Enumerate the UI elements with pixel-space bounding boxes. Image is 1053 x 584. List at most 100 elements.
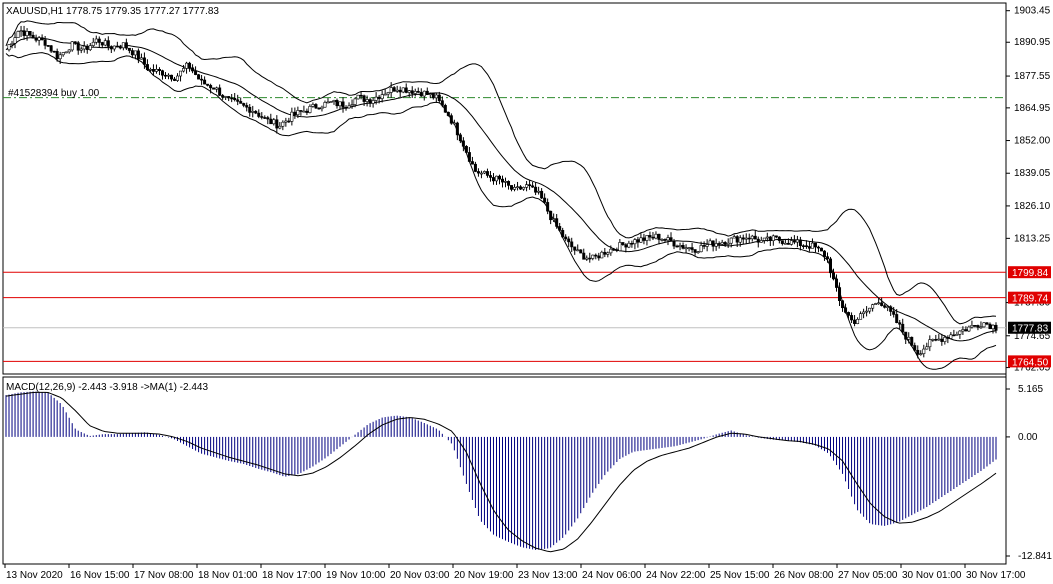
candle-body: [130, 50, 134, 56]
candle-body: [404, 87, 408, 93]
candle-body: [326, 101, 330, 104]
candle-body: [883, 305, 887, 308]
candle-body: [254, 111, 258, 114]
candle-body: [531, 185, 535, 188]
candle-body: [895, 314, 899, 323]
candle-body: [160, 70, 164, 76]
candle-body: [874, 303, 878, 305]
candle-body: [133, 50, 137, 56]
time-tick-label: 18 Nov 01:00: [198, 570, 258, 581]
candle-body: [922, 348, 926, 354]
candle-body: [783, 242, 787, 245]
candle-body: [606, 252, 610, 255]
candle-body: [789, 240, 793, 245]
candle-body: [961, 329, 965, 332]
candle-body: [792, 240, 796, 243]
candle-body: [16, 31, 20, 38]
candle-body: [212, 87, 216, 90]
price-panel-frame: [2, 2, 1007, 375]
candle-body: [741, 237, 745, 240]
candle-body: [440, 100, 444, 106]
bollinger-lower: [5, 52, 997, 370]
candle-body: [103, 40, 107, 46]
candle-body: [179, 70, 183, 77]
candle-body: [925, 346, 929, 350]
candle-body: [844, 307, 848, 313]
candle-body: [106, 40, 110, 47]
candle-body: [835, 278, 839, 288]
candle-body: [717, 243, 721, 245]
candle-body: [317, 107, 321, 110]
candle-body: [395, 89, 399, 92]
candle-body: [371, 100, 375, 104]
candle-body: [847, 312, 851, 316]
candle-body: [173, 78, 177, 81]
macd-header: MACD(12,26,9) -2.443 -3.918 ->MA(1) -2.4…: [6, 382, 208, 393]
price-tick-label: 1839.05: [1014, 168, 1051, 179]
candle-body: [615, 249, 619, 252]
candle-body: [401, 87, 405, 93]
level-tag-label: 1789.74: [1012, 294, 1049, 305]
candle-body: [494, 175, 498, 182]
candle-body: [485, 171, 489, 176]
candle-body: [705, 244, 709, 247]
price-tick-label: 1762.05: [1014, 363, 1051, 374]
macd-tick-label: 5.165: [1018, 384, 1043, 395]
candle-body: [97, 38, 101, 43]
candle-body: [967, 326, 971, 332]
candle-body: [949, 334, 953, 339]
candle-body: [58, 54, 62, 60]
candle-body: [801, 245, 805, 247]
candle-body: [272, 119, 276, 125]
candle-body: [139, 57, 143, 60]
candle-body: [693, 249, 697, 253]
level-tag: [1008, 355, 1051, 368]
candle-body: [816, 246, 820, 249]
candle-body: [25, 31, 29, 36]
price-tick-label: 1903.45: [1014, 6, 1051, 17]
candle-body: [901, 323, 905, 333]
candle-body: [663, 239, 667, 241]
candle-body: [281, 121, 285, 127]
candle-body: [215, 87, 219, 90]
candle-body: [504, 181, 508, 183]
candle-body: [585, 257, 589, 260]
candle-body: [642, 237, 646, 241]
candle-body: [976, 325, 980, 328]
candle-body: [898, 322, 902, 325]
candle-body: [979, 326, 983, 329]
candle-body: [197, 74, 201, 80]
candle-body: [729, 237, 733, 244]
time-tick-label: 25 Nov 15:00: [710, 570, 770, 581]
time-tick-label: 13 Nov 2020: [6, 570, 63, 581]
candle-body: [892, 311, 896, 315]
candle-body: [497, 175, 501, 180]
candle-body: [850, 315, 854, 321]
candle-body: [666, 237, 670, 241]
candle-body: [654, 233, 658, 239]
candle-body: [810, 242, 814, 249]
candle-body: [91, 41, 95, 46]
candle-body: [353, 98, 357, 105]
candle-body: [151, 69, 155, 72]
candle-body: [166, 74, 170, 77]
order-label: #41528394 buy 1.00: [8, 88, 100, 99]
candle-body: [67, 49, 71, 53]
candle-body: [825, 256, 829, 260]
candle-body: [720, 242, 724, 245]
candle-body: [296, 110, 300, 116]
candle-body: [558, 226, 562, 231]
macd-tick-label: 0.00: [1018, 432, 1038, 443]
candle-body: [85, 45, 89, 50]
candle-body: [377, 96, 381, 99]
candle-body: [28, 31, 32, 36]
bollinger-middle: [5, 37, 997, 342]
candle-body: [209, 85, 213, 89]
macd-histogram: [5, 391, 997, 553]
axis-ticks: 1903.45 1890.95 1877.55 1864.95 1852.00 1839.…: [4, 6, 1052, 581]
candle-body: [853, 319, 857, 324]
candle-body: [780, 240, 784, 244]
candle-body: [251, 111, 255, 113]
candle-body: [31, 34, 35, 39]
candle-body: [410, 90, 414, 94]
